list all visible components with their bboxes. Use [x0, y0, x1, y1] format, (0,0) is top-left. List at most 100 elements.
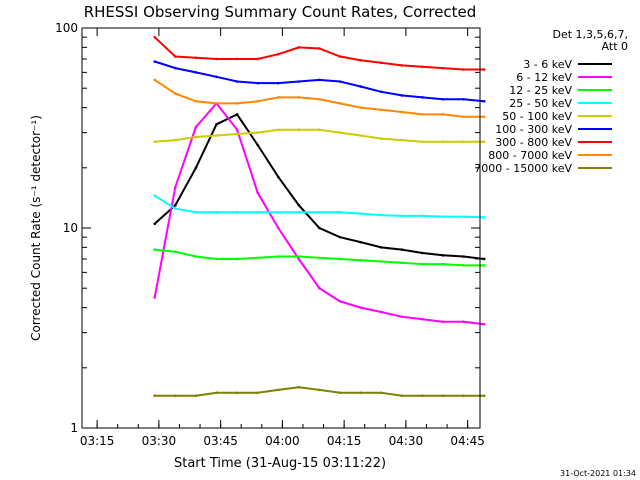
legend-label-6: 300 - 800 keV [495, 136, 572, 149]
data-point-0-10 [359, 240, 362, 244]
data-point-1-15 [462, 320, 465, 324]
data-point-6-10 [359, 58, 362, 62]
data-point-1-11 [379, 310, 383, 314]
data-point-8-2 [194, 394, 198, 398]
data-point-2-5 [256, 256, 259, 260]
plot-marks [153, 35, 486, 398]
data-point-7-4 [235, 102, 239, 105]
data-point-7-10 [359, 106, 362, 109]
data-point-4-5 [256, 131, 259, 134]
data-point-1-2 [194, 125, 198, 129]
data-point-4-12 [400, 138, 404, 142]
data-point-3-16 [482, 216, 486, 219]
data-point-3-9 [338, 210, 342, 214]
data-point-4-9 [338, 131, 342, 134]
data-point-1-5 [256, 191, 259, 195]
data-point-7-15 [462, 115, 465, 119]
data-point-5-11 [379, 90, 383, 94]
data-point-3-14 [441, 215, 445, 218]
data-point-4-16 [482, 140, 486, 144]
data-point-5-15 [462, 98, 465, 101]
data-point-3-8 [318, 210, 321, 214]
data-point-0-13 [421, 251, 424, 255]
data-point-6-7 [297, 46, 301, 49]
data-point-3-12 [400, 214, 404, 218]
data-point-5-10 [359, 85, 362, 88]
series-line-8 [154, 386, 485, 397]
data-point-2-1 [174, 250, 177, 254]
data-point-2-11 [379, 260, 383, 263]
data-point-4-3 [215, 134, 218, 137]
data-point-1-16 [482, 322, 486, 326]
data-point-0-2 [194, 166, 198, 170]
data-point-5-8 [318, 78, 321, 82]
data-point-3-0 [153, 194, 157, 198]
data-point-4-6 [276, 128, 280, 132]
legend-label-5: 100 - 300 keV [495, 123, 572, 136]
chart-title: RHESSI Observing Summary Count Rates, Co… [84, 3, 477, 21]
data-point-8-8 [318, 388, 321, 392]
data-point-1-7 [297, 257, 301, 261]
data-point-5-4 [235, 80, 239, 83]
data-point-7-6 [276, 96, 280, 99]
data-point-8-1 [174, 394, 177, 398]
data-point-1-12 [400, 315, 404, 319]
data-point-2-6 [276, 255, 280, 258]
data-point-5-2 [194, 71, 198, 74]
data-point-0-6 [276, 175, 280, 179]
data-point-4-4 [235, 132, 239, 136]
data-point-0-16 [482, 257, 486, 261]
data-point-5-14 [441, 98, 445, 101]
data-point-4-1 [174, 138, 177, 142]
data-point-2-9 [338, 257, 342, 261]
data-point-4-8 [318, 128, 321, 132]
data-point-7-9 [338, 102, 342, 105]
data-point-5-16 [482, 100, 486, 103]
data-point-6-11 [379, 61, 383, 65]
data-point-0-12 [400, 248, 404, 251]
data-point-6-2 [194, 56, 198, 60]
data-point-0-7 [297, 203, 301, 207]
data-point-6-0 [153, 35, 157, 39]
data-point-7-0 [153, 78, 157, 82]
data-point-3-4 [235, 210, 239, 214]
legend-label-0: 3 - 6 keV [523, 58, 572, 71]
data-point-8-13 [421, 394, 424, 398]
data-point-8-15 [462, 394, 465, 398]
data-point-1-13 [421, 317, 424, 321]
data-point-8-6 [276, 388, 280, 392]
data-point-5-13 [421, 96, 424, 99]
data-point-2-7 [297, 255, 301, 258]
data-point-5-6 [276, 81, 280, 85]
data-point-2-14 [441, 262, 445, 266]
y-tick-label-1: 10 [63, 221, 78, 235]
x-tick-label-3: 04:00 [265, 434, 300, 448]
plot-axes: 03:15 03:30 03:45 04:00 04:15 04:30 04:45 1 10 10… [55, 21, 485, 448]
data-point-6-14 [441, 66, 445, 70]
data-point-6-16 [482, 68, 486, 71]
data-point-4-10 [359, 134, 362, 137]
data-point-4-13 [421, 140, 424, 144]
data-point-6-15 [462, 68, 465, 71]
y-tick-label-2: 100 [55, 21, 78, 35]
data-point-4-14 [441, 140, 445, 144]
series-line-4 [154, 128, 485, 143]
data-point-1-8 [318, 286, 321, 290]
data-point-8-4 [235, 391, 239, 395]
data-point-5-3 [215, 75, 218, 79]
data-point-4-11 [379, 137, 383, 140]
data-point-1-6 [276, 226, 280, 230]
data-point-2-4 [235, 257, 239, 261]
data-point-6-3 [215, 57, 218, 61]
data-point-0-11 [379, 246, 383, 249]
data-point-2-3 [215, 257, 218, 261]
data-point-0-15 [462, 255, 465, 258]
data-point-7-1 [174, 92, 177, 95]
data-point-2-0 [153, 248, 157, 251]
data-point-3-1 [174, 207, 177, 210]
data-point-7-8 [318, 98, 321, 101]
y-tick-label-0: 1 [70, 421, 78, 435]
data-point-8-9 [338, 391, 342, 395]
legend-label-1: 6 - 12 keV [516, 71, 572, 84]
